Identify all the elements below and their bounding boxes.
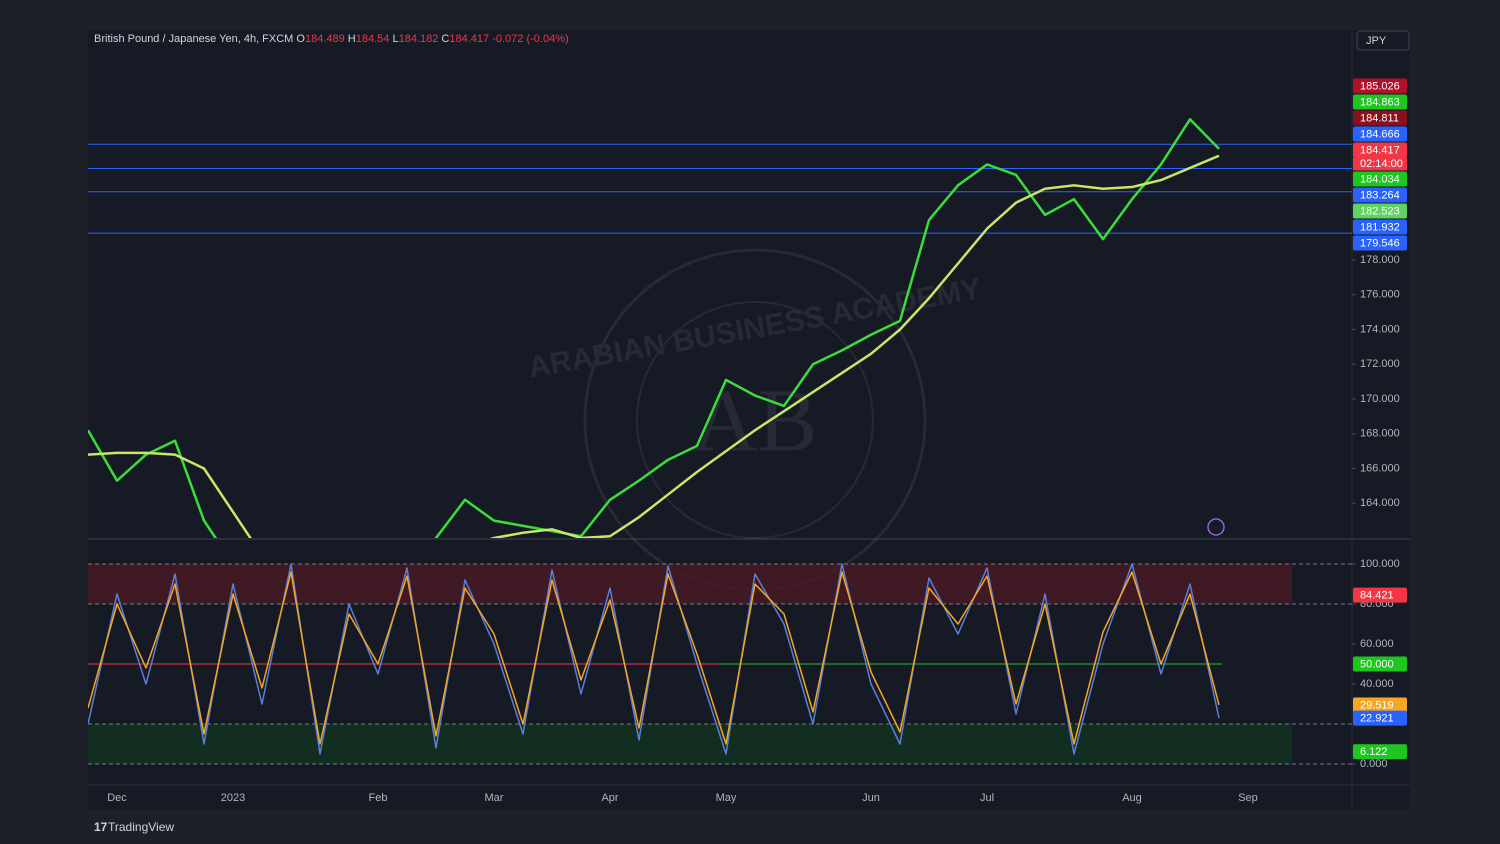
price-badge xyxy=(1353,142,1407,158)
price-badge xyxy=(1353,656,1407,672)
y-tick-label: 172.000 xyxy=(1360,358,1400,370)
countdown: 02:14:00 xyxy=(1360,158,1403,170)
price-badge xyxy=(1353,94,1407,110)
change: -0.072 (-0.04%) xyxy=(492,33,568,45)
countdown-badge xyxy=(1353,157,1407,171)
y-tick-label: 168.000 xyxy=(1360,428,1400,440)
zone xyxy=(88,724,1292,764)
y-tick-label: 170.000 xyxy=(1360,393,1400,405)
price-badge xyxy=(1353,235,1407,251)
price-badge-label: 184.811 xyxy=(1360,112,1399,124)
price-badge-label: 84.421 xyxy=(1360,590,1394,602)
price-badge-label: 184.034 xyxy=(1360,173,1400,185)
header: British Pound / Japanese Yen, 4h, FXCM O… xyxy=(94,33,569,45)
y-tick-label: 176.000 xyxy=(1360,289,1400,301)
price-badge xyxy=(1353,126,1407,142)
currency-button[interactable] xyxy=(1356,30,1410,51)
plot-area xyxy=(88,563,1352,765)
close-label: C xyxy=(441,33,449,45)
price-badge xyxy=(1353,744,1407,760)
y-tick-label: 100.000 xyxy=(1360,558,1400,570)
series-line xyxy=(88,154,1220,538)
price-badge xyxy=(1353,710,1407,726)
x-tick-label: Aug xyxy=(1122,792,1142,804)
zone xyxy=(88,564,1292,604)
price-badge-label: 183.264 xyxy=(1360,189,1400,201)
y-tick-label: 178.000 xyxy=(1360,254,1400,266)
price-badge xyxy=(1353,171,1407,187)
price-badge-label: 179.546 xyxy=(1360,237,1400,249)
x-tick-label: Feb xyxy=(369,792,388,804)
y-tick-label: 0.000 xyxy=(1360,758,1388,770)
x-tick-label: Mar xyxy=(485,792,504,804)
high: 184.54 xyxy=(356,33,390,45)
price-badge-label: 184.863 xyxy=(1360,96,1400,108)
series-line xyxy=(88,571,1220,745)
price-badge-label: 29.519 xyxy=(1360,699,1394,711)
symbol: British Pound / Japanese Yen, 4h, FXCM xyxy=(94,33,293,45)
price-badge xyxy=(1353,219,1407,235)
low: 184.182 xyxy=(399,33,439,45)
price-badge xyxy=(1353,587,1407,603)
price-badge xyxy=(1353,78,1407,94)
close: 184.417 xyxy=(449,33,489,45)
low-label: L xyxy=(392,33,398,45)
alert-icon[interactable] xyxy=(1207,518,1225,536)
high-label: H xyxy=(348,33,356,45)
currency[interactable]: JPY xyxy=(1366,35,1387,47)
price-badge xyxy=(1353,110,1407,126)
open-label: O xyxy=(296,33,305,45)
brand-logo: 17 xyxy=(94,820,108,834)
x-tick-label: 2023 xyxy=(221,792,245,804)
x-tick-label: Sep xyxy=(1238,792,1258,804)
price-badge xyxy=(1353,187,1407,203)
y-tick-label: 164.000 xyxy=(1360,497,1400,509)
price-badge-label: 50.000 xyxy=(1360,658,1394,670)
y-tick-label: 40.000 xyxy=(1360,678,1394,690)
watermark-circle xyxy=(636,301,874,539)
price-badge xyxy=(1353,203,1407,219)
price-badge-label: 6.122 xyxy=(1360,746,1388,758)
x-tick-label: Jul xyxy=(980,792,994,804)
price-badge-label: 185.026 xyxy=(1360,80,1400,92)
x-tick-label: May xyxy=(716,792,737,804)
price-badge xyxy=(1353,697,1407,713)
brand: TradingView xyxy=(108,820,174,834)
open: 184.489 xyxy=(305,33,345,45)
price-badge-label: 22.921 xyxy=(1360,713,1394,725)
y-tick-label: 166.000 xyxy=(1360,462,1400,474)
y-tick-label: 174.000 xyxy=(1360,323,1400,335)
price-badge-label: 184.417 xyxy=(1360,144,1400,156)
y-tick-label: 60.000 xyxy=(1360,638,1394,650)
x-tick-label: Jun xyxy=(862,792,880,804)
plot-area xyxy=(88,118,1352,538)
price-badge-label: 181.932 xyxy=(1360,221,1400,233)
x-tick-label: Apr xyxy=(601,792,618,804)
x-tick-label: Dec xyxy=(107,792,127,804)
price-badge-label: 184.666 xyxy=(1360,128,1400,140)
price-badge-label: 182.523 xyxy=(1360,205,1400,217)
